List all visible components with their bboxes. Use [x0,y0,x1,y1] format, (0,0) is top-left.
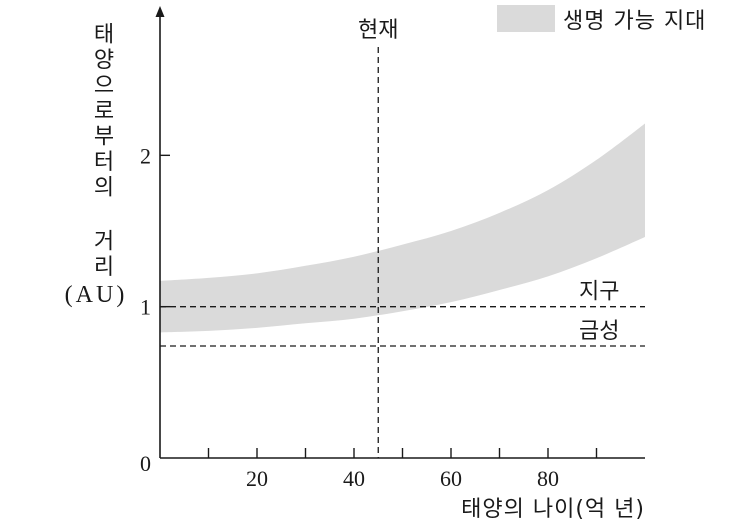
y-axis-arrow-icon [155,6,165,17]
x-tick-label: 20 [246,466,268,491]
y-tick-label: 0 [140,451,151,476]
band-layer [160,123,645,333]
x-tick-label: 40 [343,466,365,491]
habitable-zone-band [160,123,645,333]
orbit-distance-label: 금성 [579,319,619,344]
x-tick-label: 60 [440,466,462,491]
y-tick-label: 2 [140,143,151,168]
x-axis-label: 태양의 나이(억 년) [461,497,645,522]
legend-label: 생명 가능 지대 [563,9,706,34]
present-marker-label: 현재 [358,18,398,43]
axes: 20 40 60 80 0 1 2 [140,6,645,491]
y-axis-label: 태양으로부터의 거리 [89,22,114,280]
legend: 생명 가능 지대 [497,5,706,34]
legend-swatch [497,5,555,32]
x-tick-label: 80 [537,466,559,491]
orbit-distance-label: 지구 [579,280,619,305]
y-tick-label: 1 [140,295,151,320]
y-axis-unit: (AU) [65,282,128,308]
